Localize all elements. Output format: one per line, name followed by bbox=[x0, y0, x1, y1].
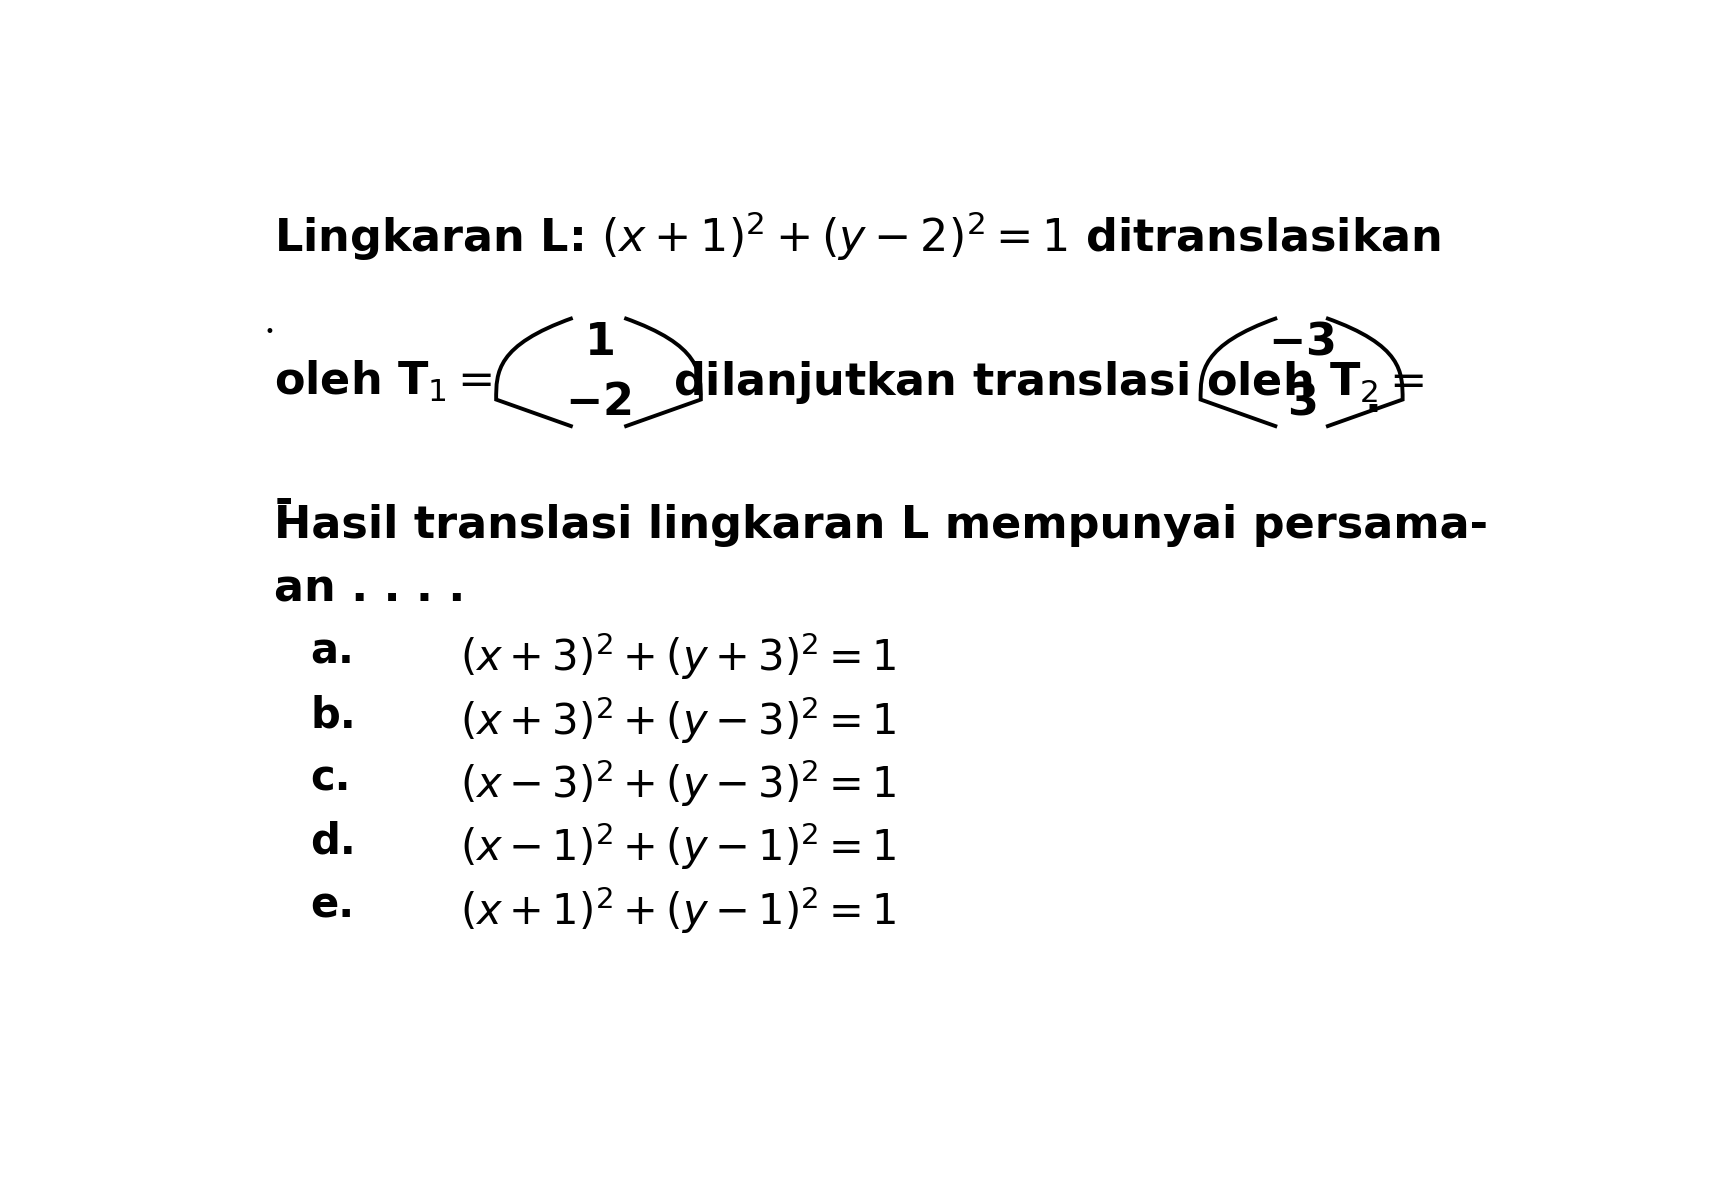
Text: $(x - 1)^2 + (y - 1)^2 = 1$: $(x - 1)^2 + (y - 1)^2 = 1$ bbox=[459, 822, 896, 872]
Text: oleh $\mathbf{T}_1 =$: oleh $\mathbf{T}_1 =$ bbox=[274, 359, 492, 404]
Text: an . . . .: an . . . . bbox=[274, 567, 464, 610]
Text: •: • bbox=[264, 322, 274, 340]
Text: $\mathbf{1}$: $\mathbf{1}$ bbox=[583, 321, 614, 364]
Text: $(x + 3)^2 + (y - 3)^2 = 1$: $(x + 3)^2 + (y - 3)^2 = 1$ bbox=[459, 694, 896, 745]
Text: $(x + 3)^2 + (y + 3)^2 = 1$: $(x + 3)^2 + (y + 3)^2 = 1$ bbox=[459, 631, 896, 683]
Text: b.: b. bbox=[310, 694, 355, 736]
Text: -: - bbox=[274, 480, 293, 524]
Text: $\mathbf{-3}$: $\mathbf{-3}$ bbox=[1268, 321, 1333, 364]
Text: a.: a. bbox=[310, 631, 353, 672]
Text: Hasil translasi lingkaran L mempunyai persama-: Hasil translasi lingkaran L mempunyai pe… bbox=[274, 504, 1488, 547]
Text: $\mathbf{3}$: $\mathbf{3}$ bbox=[1286, 380, 1316, 424]
Text: d.: d. bbox=[310, 822, 355, 863]
Text: Lingkaran L: $(x + 1)^2 + (y - 2)^2 = 1$ ditranslasikan: Lingkaran L: $(x + 1)^2 + (y - 2)^2 = 1$… bbox=[274, 210, 1440, 262]
Text: dilanjutkan translasi oleh $\mathbf{T}_2 =$: dilanjutkan translasi oleh $\mathbf{T}_2… bbox=[672, 359, 1423, 406]
Text: $\mathbf{-2}$: $\mathbf{-2}$ bbox=[566, 380, 631, 424]
Text: .: . bbox=[1363, 378, 1380, 421]
Text: e.: e. bbox=[310, 884, 355, 926]
Text: c.: c. bbox=[310, 758, 350, 799]
Text: $(x + 1)^2 + (y - 1)^2 = 1$: $(x + 1)^2 + (y - 1)^2 = 1$ bbox=[459, 884, 896, 936]
Text: $(x - 3)^2 + (y - 3)^2 = 1$: $(x - 3)^2 + (y - 3)^2 = 1$ bbox=[459, 758, 896, 809]
